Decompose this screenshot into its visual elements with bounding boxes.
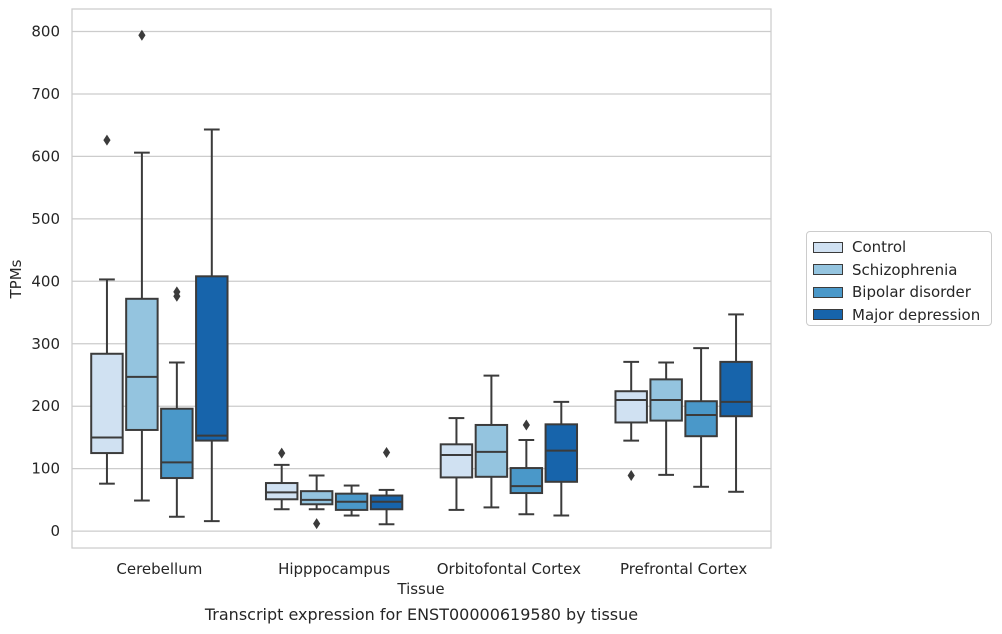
legend-swatch bbox=[813, 286, 843, 298]
y-tick-label: 800 bbox=[31, 22, 60, 40]
legend-swatch bbox=[813, 309, 843, 321]
y-axis-ticks: 0 100 200 300 400 500 600 700 800 bbox=[31, 22, 60, 540]
outlier-point bbox=[313, 518, 321, 530]
legend-label: Major depression bbox=[852, 305, 981, 324]
box-control bbox=[439, 443, 474, 479]
y-tick-label: 0 bbox=[50, 522, 60, 540]
outlier-point bbox=[138, 29, 146, 41]
box-schizophrenia bbox=[299, 490, 334, 506]
x-tick-label: Prefrontal Cortex bbox=[620, 560, 747, 578]
y-tick-label: 700 bbox=[31, 85, 60, 103]
y-tick-label: 400 bbox=[31, 272, 60, 290]
box-bipolar-disorder bbox=[684, 400, 718, 438]
outlier-point bbox=[103, 134, 111, 146]
x-tick-label: Hipppocampus bbox=[278, 560, 390, 578]
x-axis-ticks: Cerebellum Hipppocampus Orbitofontal Corte… bbox=[116, 560, 747, 578]
box-schizophrenia bbox=[125, 297, 159, 431]
outlier-point bbox=[382, 446, 391, 458]
legend-swatch bbox=[813, 241, 843, 253]
legend-item-control: Control bbox=[813, 236, 991, 259]
y-tick-label: 600 bbox=[31, 147, 60, 165]
box-control bbox=[614, 390, 648, 424]
legend-item-schizophrenia: Schizophrenia bbox=[813, 259, 991, 282]
x-tick-label: Cerebellum bbox=[116, 560, 202, 578]
box-series bbox=[90, 29, 753, 530]
x-tick-label: Orbitofontal Cortex bbox=[437, 560, 581, 578]
box-major-depression bbox=[544, 423, 579, 483]
legend-label: Bipolar disorder bbox=[852, 283, 971, 302]
outlier-point bbox=[278, 447, 286, 459]
box-bipolar-disorder bbox=[160, 407, 194, 480]
plot-frame bbox=[71, 8, 772, 549]
outlier-point bbox=[173, 286, 181, 298]
outlier-point bbox=[522, 419, 530, 431]
legend-swatch bbox=[813, 264, 843, 276]
box-bipolar-disorder bbox=[509, 467, 544, 495]
box-major-depression bbox=[195, 275, 229, 442]
y-tick-label: 100 bbox=[31, 460, 60, 478]
y-tick-label: 200 bbox=[31, 397, 60, 415]
y-axis-label: TPMs bbox=[7, 259, 25, 299]
outlier-point bbox=[627, 470, 635, 482]
legend-label: Control bbox=[852, 238, 907, 257]
legend-item-bipolar-disorder: Bipolar disorder bbox=[813, 281, 991, 304]
y-tick-label: 500 bbox=[31, 210, 60, 228]
legend-label: Schizophrenia bbox=[852, 260, 958, 279]
y-tick-label: 300 bbox=[31, 335, 60, 353]
x-axis-label: Tissue bbox=[396, 580, 444, 598]
legend: Control Schizophrenia Bipolar disorder M… bbox=[806, 231, 992, 326]
box-major-depression bbox=[719, 360, 753, 418]
chart-caption: Transcript expression for ENST0000061958… bbox=[204, 605, 639, 624]
legend-item-major-depression: Major depression bbox=[813, 304, 991, 327]
box-control bbox=[264, 482, 299, 501]
